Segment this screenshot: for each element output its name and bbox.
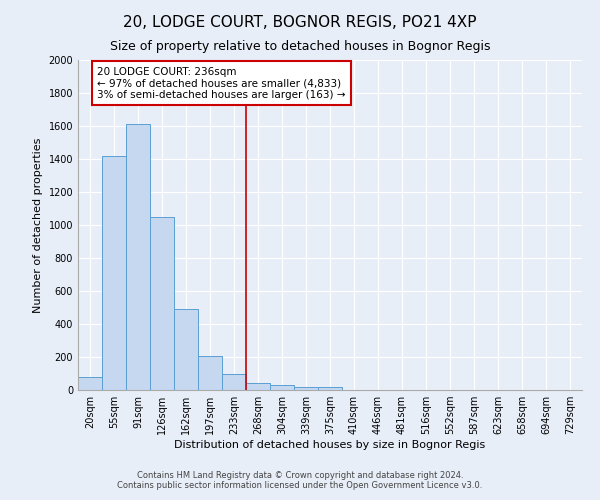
Bar [174,309,198,390]
Text: 20, LODGE COURT, BOGNOR REGIS, PO21 4XP: 20, LODGE COURT, BOGNOR REGIS, PO21 4XP [123,15,477,30]
Bar [270,385,294,390]
Bar [78,377,102,390]
Bar [150,217,174,390]
X-axis label: Distribution of detached houses by size in Bognor Regis: Distribution of detached houses by size … [175,440,485,450]
Bar [222,374,246,390]
Bar [246,384,270,390]
Y-axis label: Number of detached properties: Number of detached properties [33,138,43,312]
Text: Size of property relative to detached houses in Bognor Regis: Size of property relative to detached ho… [110,40,490,53]
Text: Contains HM Land Registry data © Crown copyright and database right 2024.
Contai: Contains HM Land Registry data © Crown c… [118,470,482,490]
Bar [294,386,318,390]
Bar [318,387,342,390]
Bar [126,124,150,390]
Bar [198,356,222,390]
Text: 20 LODGE COURT: 236sqm
← 97% of detached houses are smaller (4,833)
3% of semi-d: 20 LODGE COURT: 236sqm ← 97% of detached… [97,66,346,100]
Bar [102,156,126,390]
